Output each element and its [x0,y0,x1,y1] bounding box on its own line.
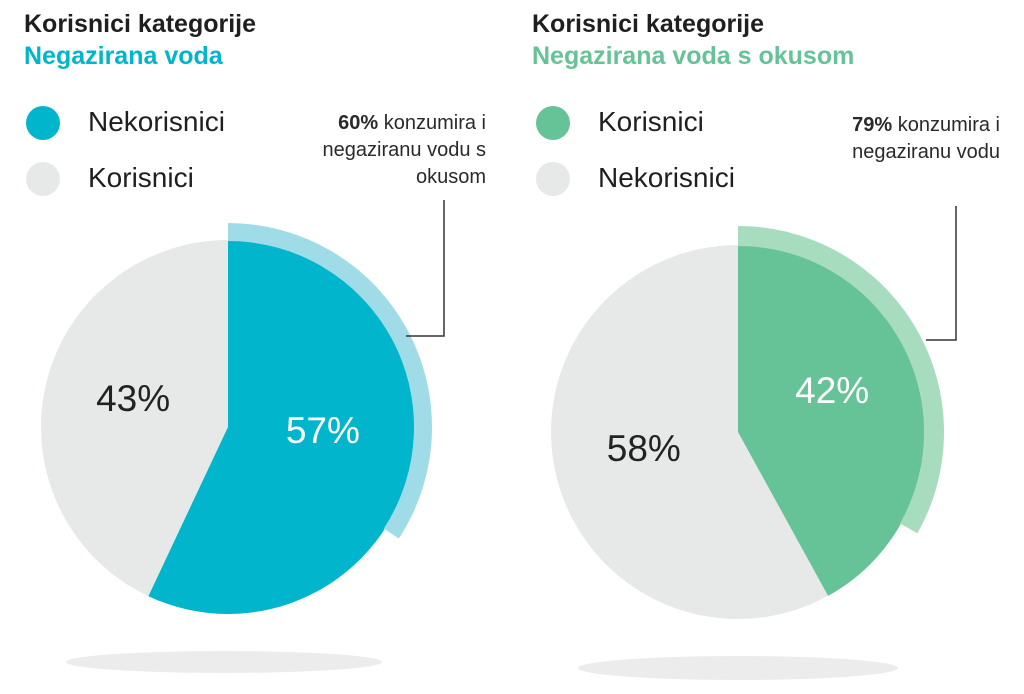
pie-shadow [578,656,898,680]
pie-label-korisnici: 42% [795,370,869,411]
pie-label-nekorisnici: 58% [607,428,681,469]
chart-panel-negazirana-voda-s-okusom: Korisnici kategorije Negazirana voda s o… [512,0,1024,694]
pie-chart: 57% 43% [0,0,512,694]
chart-panel-negazirana-voda: Korisnici kategorije Negazirana voda Nek… [0,0,512,694]
annotation-leader-line [926,206,956,340]
pie-shadow [66,651,382,673]
pie-chart: 42% 58% [512,0,1024,694]
pie-label-nekorisnici: 57% [286,410,360,451]
annotation-leader-line [406,200,444,336]
pie-label-korisnici: 43% [96,378,170,419]
